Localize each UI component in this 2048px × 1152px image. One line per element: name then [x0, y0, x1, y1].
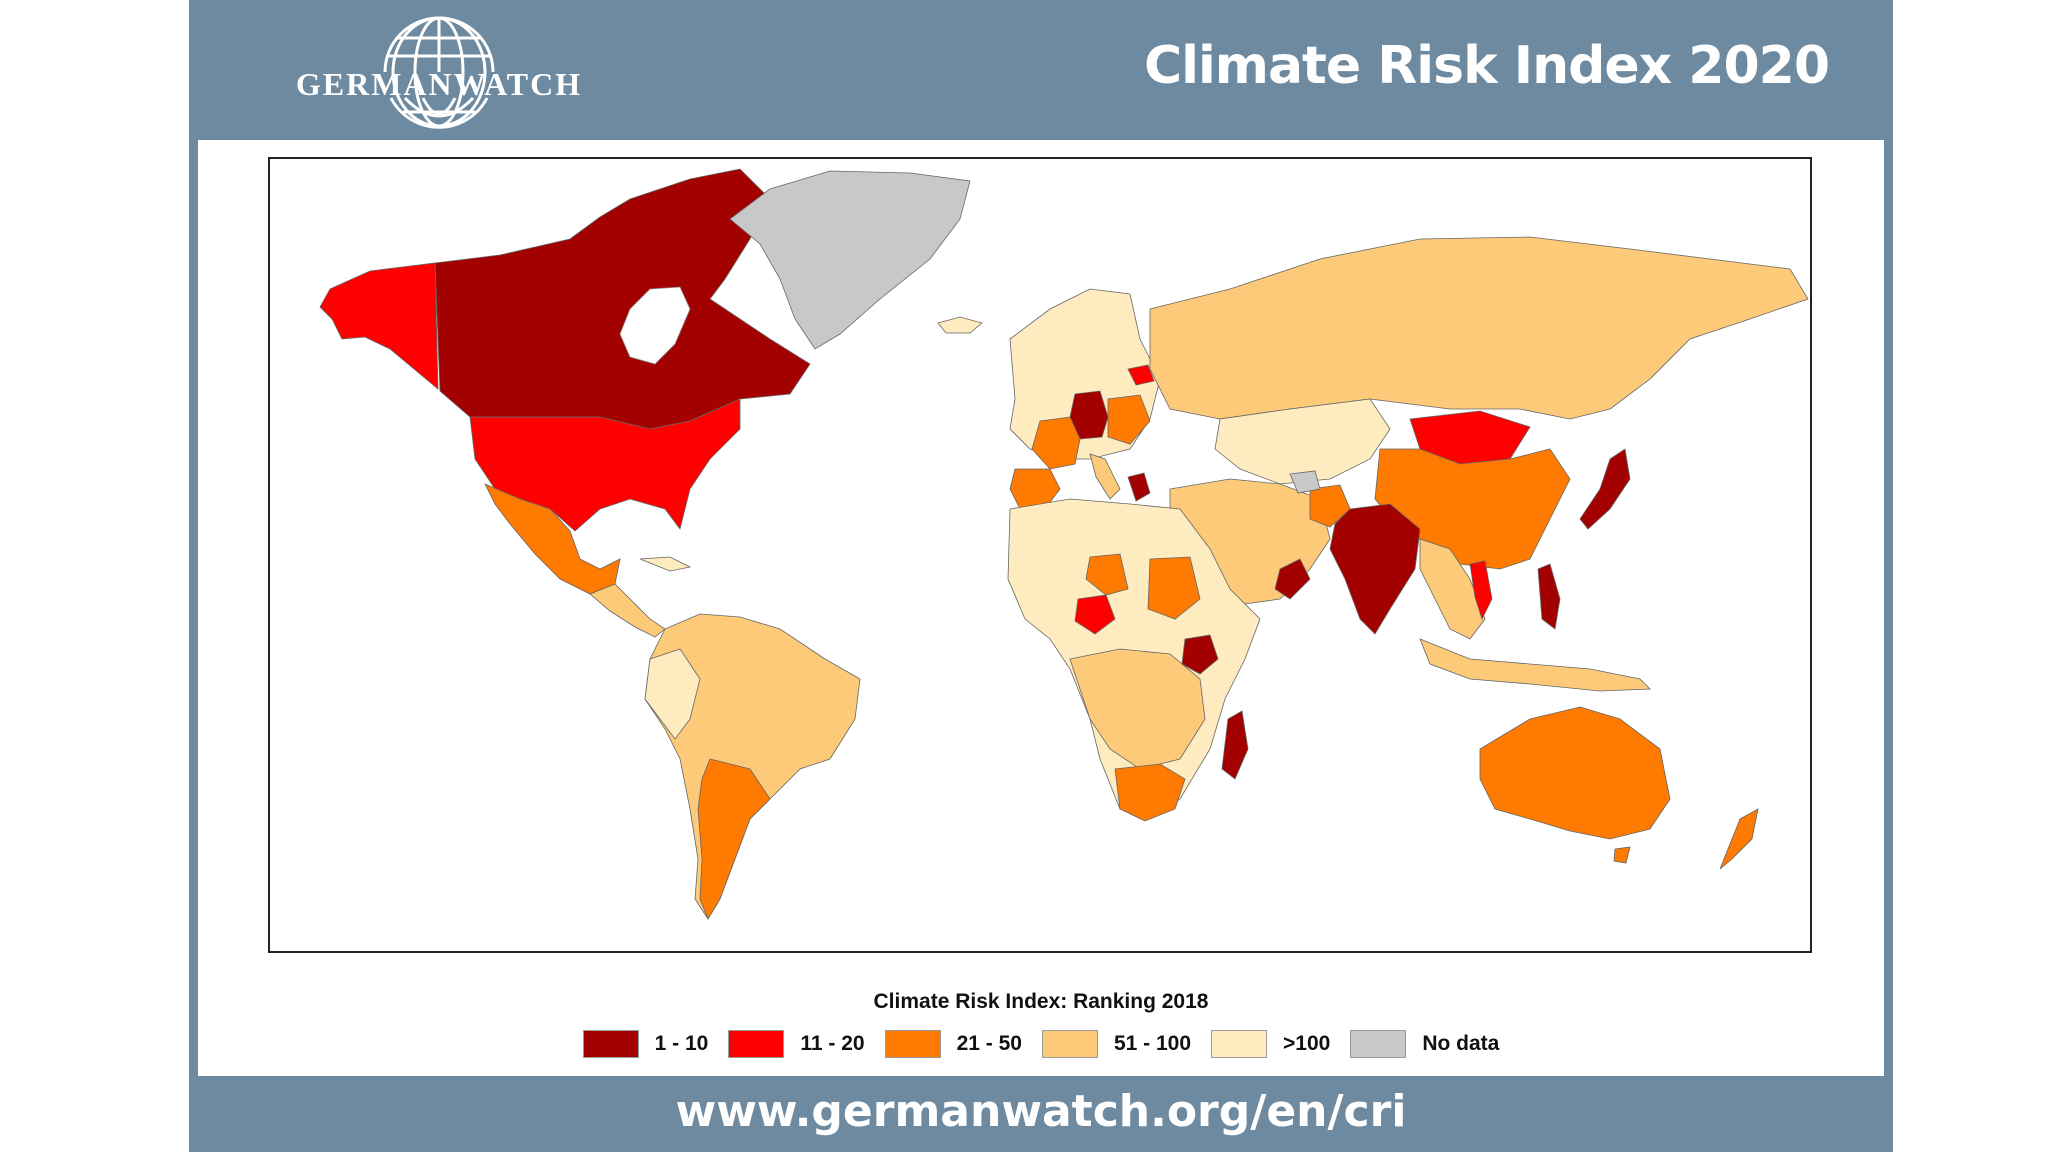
legend-swatch: [1041, 1030, 1098, 1058]
legend-item: 1 - 10: [582, 1030, 709, 1058]
region-vietnam: [1469, 560, 1493, 621]
region-south-africa: [1114, 763, 1186, 822]
legend-item: 11 - 20: [728, 1030, 865, 1058]
legend-swatch: [1350, 1030, 1407, 1058]
germanwatch-logo: GERMANWATCH: [279, 14, 599, 130]
page-title: Climate Risk Index 2020: [1143, 36, 1830, 96]
content-panel: Climate Risk Index: Ranking 2018 1 - 10 …: [198, 140, 1884, 1076]
legend-title: Climate Risk Index: Ranking 2018: [873, 990, 1209, 1013]
region-france: [1031, 416, 1081, 470]
region-southeast-asia: [1419, 538, 1486, 640]
region-philippines: [1537, 563, 1561, 630]
legend-swatch: [728, 1030, 785, 1058]
region-australia: [1479, 706, 1671, 840]
legend-item: No data: [1350, 1030, 1499, 1058]
footer-url[interactable]: www.germanwatch.org/en/cri: [675, 1086, 1407, 1137]
region-japan: [1579, 448, 1631, 530]
footer: www.germanwatch.org/en/cri: [189, 1076, 1893, 1152]
region-greece: [1127, 472, 1151, 502]
poster: GERMANWATCH Climate Risk Index 2020: [189, 0, 1893, 1152]
map-legend: 1 - 10 11 - 20 21 - 50 51 - 100 >100 No …: [198, 1030, 1884, 1058]
region-russia: [1149, 236, 1809, 420]
legend-swatch: [884, 1030, 941, 1058]
region-central-europe: [1107, 394, 1151, 445]
region-andes: [644, 648, 701, 740]
region-alaska: [319, 262, 439, 390]
region-india: [1329, 503, 1421, 635]
legend-label: 21 - 50: [956, 1032, 1022, 1055]
legend-label: 1 - 10: [654, 1032, 709, 1055]
region-tasmania: [1613, 846, 1631, 864]
region-niger: [1085, 553, 1129, 596]
region-central-asia: [1214, 398, 1391, 485]
region-caribbean: [639, 556, 692, 572]
legend-swatch: [582, 1030, 639, 1058]
region-indonesia: [1419, 638, 1651, 692]
legend-label: 11 - 20: [800, 1032, 865, 1055]
region-central-america: [589, 583, 666, 638]
globe-icon: [383, 16, 495, 129]
region-kenya: [1181, 634, 1219, 675]
legend-item: >100: [1211, 1030, 1330, 1058]
region-madagascar: [1221, 710, 1249, 780]
hudson-bay: [619, 286, 691, 365]
region-italy: [1089, 453, 1121, 500]
legend-label: No data: [1422, 1032, 1500, 1055]
region-mexico: [484, 483, 621, 595]
region-baltics: [1127, 364, 1155, 386]
region-nigeria: [1074, 594, 1116, 635]
header: GERMANWATCH Climate Risk Index 2020: [189, 0, 1893, 140]
legend-item: 51 - 100: [1041, 1030, 1192, 1058]
region-argentina: [697, 758, 771, 920]
world-map: [268, 157, 1812, 953]
legend-label: >100: [1283, 1032, 1331, 1055]
legend-item: 21 - 50: [884, 1030, 1022, 1058]
logo-text: GERMANWATCH: [295, 66, 583, 102]
region-central-africa: [1069, 648, 1206, 770]
region-iceland: [937, 316, 983, 334]
legend-swatch: [1211, 1030, 1268, 1058]
region-sudan: [1147, 556, 1201, 620]
region-no-data-mideast: [1289, 470, 1321, 494]
region-new-zealand: [1719, 808, 1759, 870]
region-greenland: [729, 170, 971, 350]
legend-label: 51 - 100: [1113, 1032, 1192, 1055]
region-afghanistan: [1309, 484, 1351, 528]
region-oman: [1274, 558, 1311, 600]
